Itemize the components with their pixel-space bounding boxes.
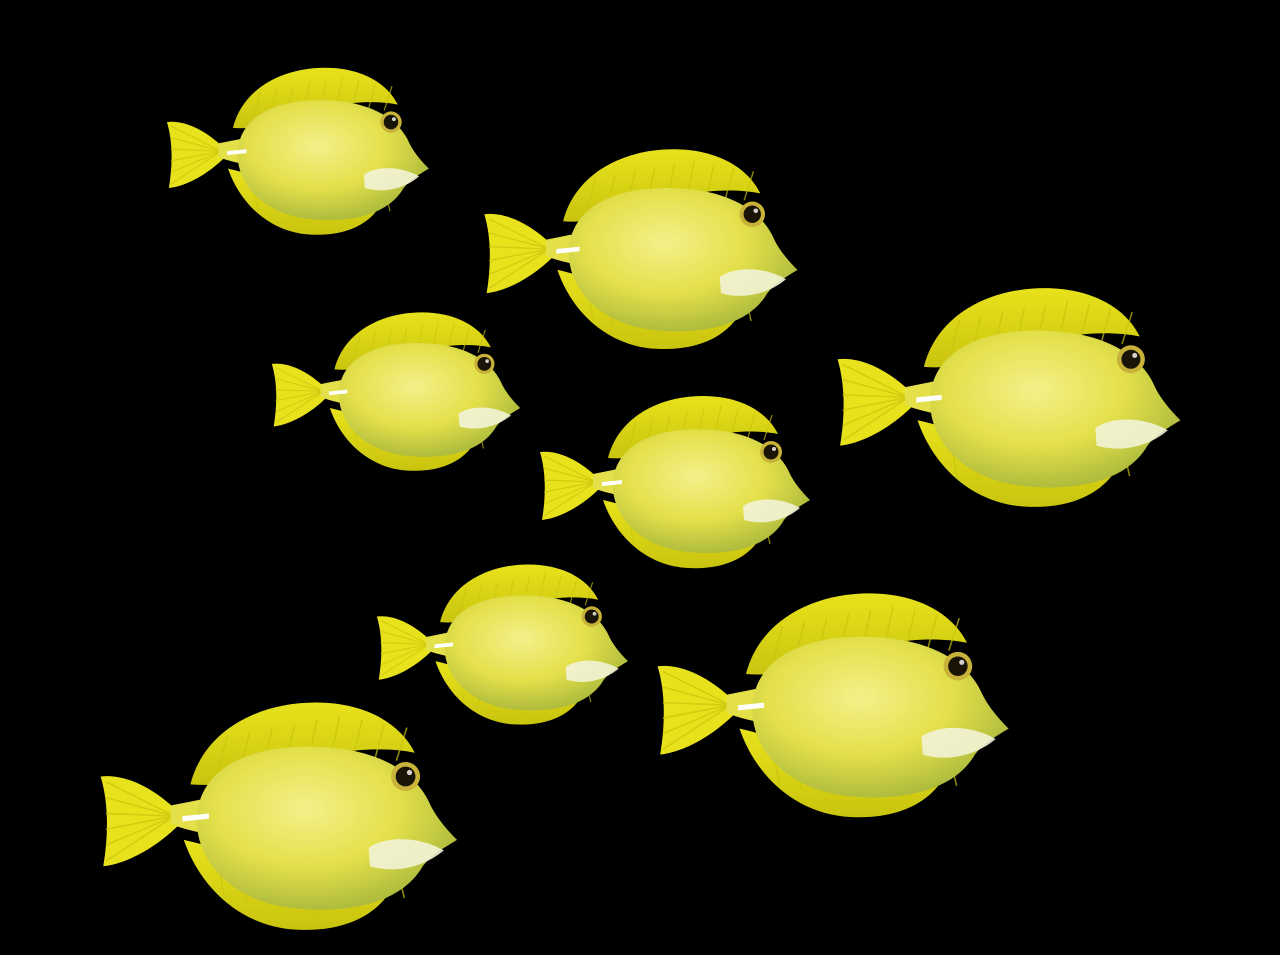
spine-mark [738, 702, 765, 711]
tail-fin [376, 616, 433, 680]
eye [477, 356, 492, 371]
fish [657, 593, 1009, 818]
eye [395, 766, 416, 787]
pectoral-fin [719, 269, 786, 296]
fish [837, 288, 1181, 507]
pectoral-fin [565, 660, 619, 682]
eye [743, 205, 761, 223]
spine-mark [328, 389, 348, 396]
tail-fin [271, 363, 328, 427]
pectoral-fin [1095, 419, 1168, 449]
eye [584, 609, 599, 624]
fish [100, 702, 458, 930]
tail-fin [100, 776, 180, 867]
pectoral-fin [363, 168, 420, 191]
eye [383, 114, 399, 130]
spine-mark [916, 394, 942, 403]
eye-highlight [406, 769, 413, 776]
tail-fin [484, 213, 554, 294]
eye-highlight [959, 659, 965, 665]
tail-fin [540, 451, 600, 520]
tail-fin [166, 121, 226, 189]
eye [948, 656, 968, 676]
tail-fin [837, 358, 914, 446]
eye-highlight [1132, 352, 1138, 359]
tail-fin [657, 665, 736, 755]
eye [1121, 349, 1141, 369]
eye-highlight [772, 447, 776, 451]
fish [166, 67, 429, 235]
fish [376, 564, 628, 725]
spine-mark [602, 480, 622, 486]
fish [484, 149, 798, 350]
spine-mark [227, 149, 247, 156]
fish-school [100, 67, 1181, 930]
spine-mark [182, 813, 209, 822]
spine-mark [434, 642, 454, 649]
eye-highlight [753, 208, 759, 214]
eye [763, 444, 779, 460]
pectoral-fin [921, 727, 996, 758]
fish [540, 396, 810, 569]
eye-highlight [592, 611, 597, 616]
pectoral-fin [368, 839, 444, 870]
pectoral-fin [743, 499, 800, 523]
fish [271, 312, 521, 471]
eye-highlight [485, 359, 489, 363]
pectoral-fin [458, 407, 512, 429]
eye-highlight [391, 117, 396, 122]
